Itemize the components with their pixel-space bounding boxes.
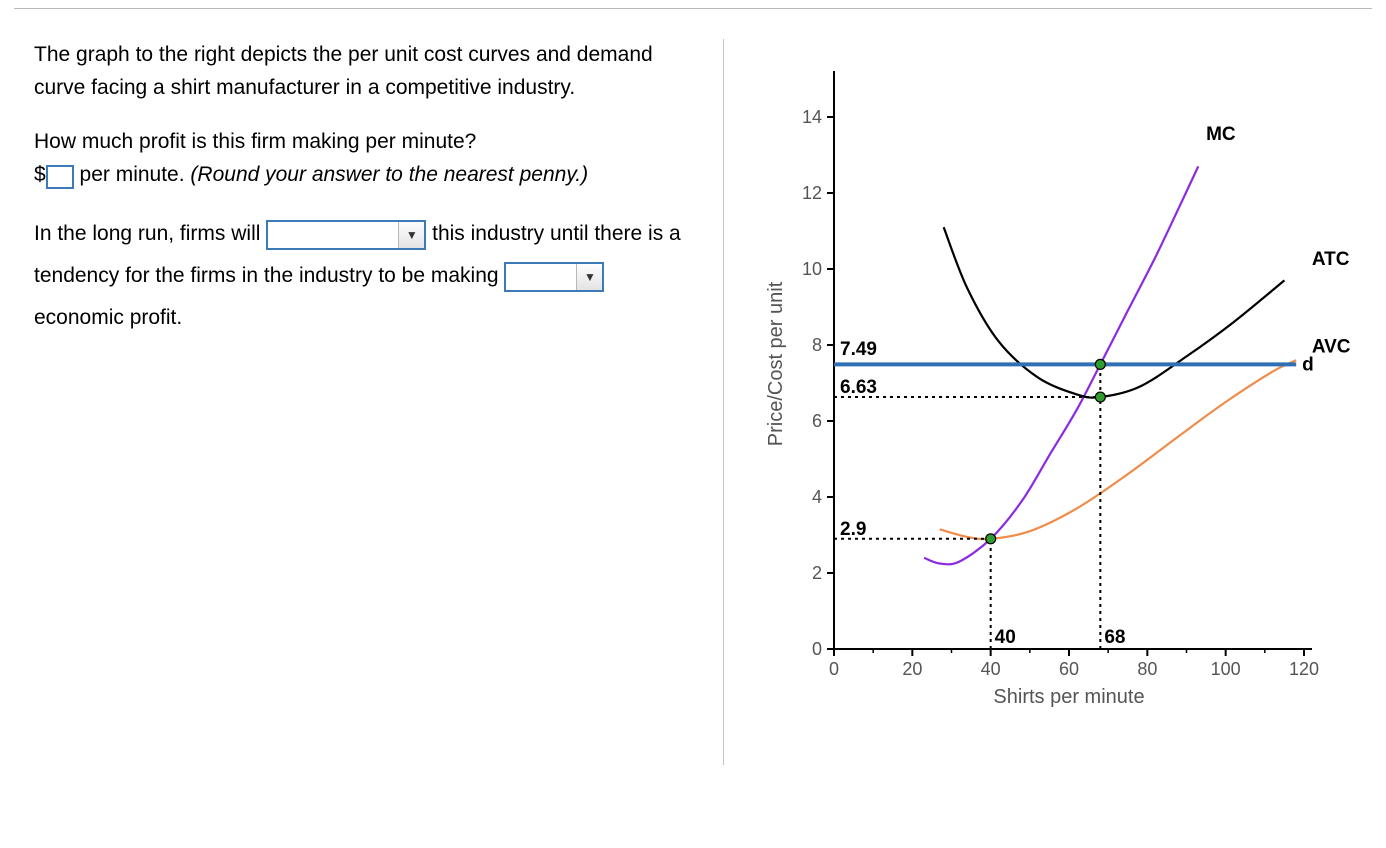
q1-prefix: $ [34,163,46,186]
ref-vline-label: 40 [995,627,1016,648]
x-tick-label: 100 [1211,659,1241,679]
ref-hline-label: 6.63 [840,377,877,398]
x-tick-label: 40 [981,659,1001,679]
cost-curves-chart: 02040608010012002468101214Shirts per min… [744,39,1364,759]
demand-label: d [1302,354,1314,375]
q2-block: In the long run, firms will ▼ this indus… [34,213,697,339]
x-tick-label: 60 [1059,659,1079,679]
y-tick-label: 6 [812,411,822,431]
x-tick-label: 0 [829,659,839,679]
curve-label-MC: MC [1206,124,1236,145]
y-tick-label: 4 [812,487,822,507]
q2-text-c: economic profit. [34,306,182,329]
chart-panel: 02040608010012002468101214Shirts per min… [724,39,1366,765]
select-body [506,264,576,290]
y-tick-label: 14 [802,107,822,127]
x-tick-label: 80 [1137,659,1157,679]
question-panel: The graph to the right depicts the per u… [34,39,724,765]
y-tick-label: 10 [802,259,822,279]
x-axis-label: Shirts per minute [993,686,1144,708]
x-tick-label: 120 [1289,659,1319,679]
chevron-down-icon: ▼ [576,264,602,290]
y-tick-label: 0 [812,639,822,659]
ref-vline-label: 68 [1104,627,1125,648]
y-tick-label: 12 [802,183,822,203]
chevron-down-icon: ▼ [398,222,424,248]
q1-hint: (Round your answer to the nearest penny.… [190,163,588,186]
intro-text: The graph to the right depicts the per u… [34,39,697,104]
content-row: The graph to the right depicts the per u… [0,9,1386,775]
ref-y-label: 7.49 [840,339,877,360]
entry-exit-select[interactable]: ▼ [266,220,426,250]
marker-point [1095,359,1105,369]
profit-input[interactable] [46,165,74,189]
y-tick-label: 2 [812,563,822,583]
y-axis-label: Price/Cost per unit [765,281,787,446]
curve-label-ATC: ATC [1312,249,1350,270]
q2-text-a: In the long run, firms will [34,222,266,245]
ref-hline-label: 2.9 [840,519,866,540]
curve-label-AVC: AVC [1312,337,1351,358]
profit-sign-select[interactable]: ▼ [504,262,604,292]
select-body [268,222,398,248]
x-tick-label: 20 [902,659,922,679]
marker-point [1095,392,1105,402]
q1-block: How much profit is this firm making per … [34,126,697,191]
q1-text: How much profit is this firm making per … [34,130,476,153]
curve-ATC [944,227,1285,397]
curve-AVC [940,360,1296,539]
y-tick-label: 8 [812,335,822,355]
q1-suffix: per minute. [74,163,191,186]
marker-point [986,534,996,544]
